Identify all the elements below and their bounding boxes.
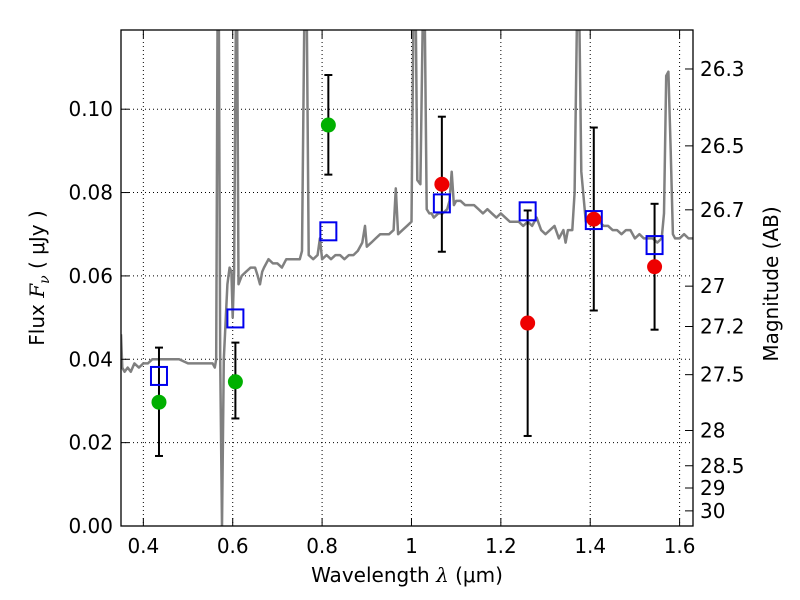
y-tick-label: 0.08 [68, 181, 113, 205]
y-tick-label: 0.04 [68, 347, 113, 371]
red-photometry-points [434, 176, 663, 331]
red-photometry-point [520, 315, 536, 331]
y-tick-label: 0.00 [68, 514, 113, 538]
x-axis-label: Wavelength λ (μm) [311, 563, 503, 587]
model-spectrum-line [121, 30, 693, 526]
model-photometry-square [149, 365, 168, 386]
model-photometry-square [226, 308, 245, 329]
magnitude-tick-label: 28.5 [700, 454, 745, 478]
x-tick-label: 0.4 [127, 534, 159, 558]
red-photometry-point [434, 176, 450, 192]
green-photometry-point [151, 394, 167, 410]
magnitude-axis-label: Magnitude (AB) [759, 206, 783, 361]
magnitude-tick-label: 26.5 [700, 134, 745, 158]
model-photometry-square [645, 235, 664, 256]
x-tick-label: 1 [405, 534, 418, 558]
y-tick-label: 0.10 [68, 97, 113, 121]
magnitude-tick-label: 27.2 [700, 315, 745, 339]
magnitude-tick-label: 28 [700, 419, 725, 443]
plot-frame [120, 29, 694, 527]
error-bars [154, 74, 659, 457]
x-tick-label: 0.6 [217, 534, 249, 558]
y-axis-ticks: 0.00 0.02 0.04 0.06 0.08 0.10 [68, 97, 129, 538]
red-photometry-point [647, 259, 663, 275]
red-photometry-point [586, 211, 602, 227]
x-tick-label: 1.2 [485, 534, 517, 558]
y-tick-label: 0.02 [68, 431, 113, 455]
magnitude-tick-label: 29 [700, 476, 725, 500]
green-photometry-point [320, 117, 336, 133]
green-photometry-point [227, 374, 243, 390]
x-tick-label: 0.8 [306, 534, 338, 558]
model-photometry-square [432, 193, 451, 214]
magnitude-tick-label: 26.7 [700, 198, 745, 222]
magnitude-tick-label: 27 [700, 274, 725, 298]
x-axis-ticks: 0.4 0.6 0.8 1 1.2 1.4 1.6 [127, 30, 696, 558]
x-tick-label: 1.6 [664, 534, 696, 558]
y-tick-label: 0.06 [68, 264, 113, 288]
magnitude-tick-label: 30 [700, 499, 725, 523]
magnitude-tick-label: 27.5 [700, 363, 745, 387]
model-photometry-squares [149, 193, 664, 386]
model-photometry-square [518, 201, 537, 222]
model-photometry-square [584, 210, 603, 231]
model-photometry-square [319, 221, 338, 242]
x-tick-label: 1.4 [574, 534, 606, 558]
magnitude-tick-label: 26.3 [700, 57, 745, 81]
y-axis-label: Flux Fν ( μJy ) [25, 210, 53, 345]
green-photometry-points [151, 117, 336, 410]
grid-lines [121, 30, 693, 527]
